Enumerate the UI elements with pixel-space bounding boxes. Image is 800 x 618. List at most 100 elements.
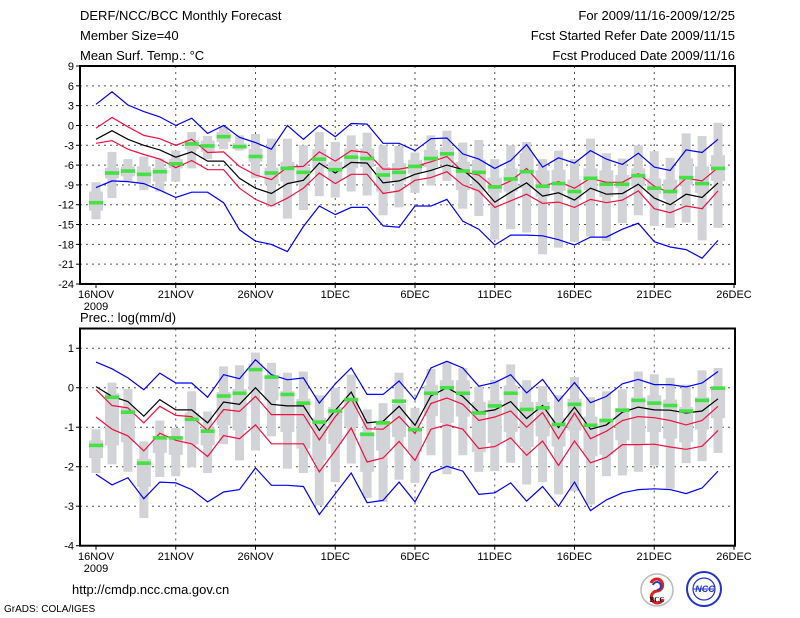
marker-bar (280, 392, 295, 397)
y-tick-label: -9 (64, 180, 74, 192)
min-envelope-line (95, 180, 719, 259)
ensemble-quartile-box (647, 395, 662, 432)
ensemble-quartile-box (663, 179, 678, 200)
marker-bar (583, 176, 598, 181)
y-tick-label: -1 (64, 422, 74, 434)
marker-bar (567, 402, 582, 407)
x-tick-label: 16DEC (557, 551, 593, 563)
bcc-logo-swirl-icon (649, 577, 665, 605)
marker-bar (296, 170, 311, 175)
marker-bar (184, 142, 199, 146)
ensemble-quartile-box (679, 158, 694, 185)
ensemble-range-bar (538, 159, 548, 255)
x-tick-label: 16DEC (557, 289, 593, 301)
marker-bar (471, 411, 486, 415)
ensemble-range-bar (378, 403, 388, 502)
figure-title: DERF/NCC/BCC Monthly Forecast (80, 8, 282, 23)
marker-bar (599, 418, 614, 423)
ensemble-quartile-box (519, 401, 534, 447)
ncc-logo-text: NCC (695, 584, 715, 594)
marker-bar (376, 421, 391, 425)
ensemble-range-bar (187, 132, 197, 169)
chart-temperature: 16NOV 21NOV 26NOV 1DEC 6DEC 11DEC 16DEC 21DEC 26… (58, 61, 752, 313)
ensemble-range-bar (235, 135, 245, 151)
marker-bar (631, 398, 646, 403)
produced-date: Fcst Produced Date 2009/11/16 (552, 48, 735, 63)
forecast-period: For 2009/11/16-2009/12/25 (578, 8, 735, 23)
ensemble-quartile-box (152, 436, 167, 453)
y-tick-label: 0 (68, 120, 74, 132)
y-tick-label: -24 (58, 279, 74, 291)
y-tick-label: -6 (64, 160, 74, 172)
marker-bar (551, 181, 566, 186)
plot-frame (79, 327, 736, 547)
marker-bar (344, 397, 359, 402)
ensemble-quartile-box (248, 363, 263, 391)
marker-bar (503, 391, 518, 396)
bcc-logo-text: BCC (650, 596, 665, 604)
marker-bar (519, 407, 534, 412)
ensemble-quartile-box (280, 391, 295, 432)
x-tick-label: 11DEC (477, 551, 512, 563)
ensemble-mean-line (95, 130, 719, 206)
marker-bar (615, 182, 630, 187)
ensemble-quartile-box (503, 385, 518, 432)
marker-bar (89, 200, 103, 205)
marker-bar (264, 375, 279, 379)
ensemble-quartile-box (120, 407, 135, 443)
y-tick-label: -4 (64, 541, 74, 553)
marker-bar (104, 395, 119, 400)
marker-bar (376, 173, 391, 177)
ensemble-quartile-box (216, 392, 231, 426)
bcc-logo-swirl-inner-icon (652, 581, 662, 591)
x-tick-label: 6DEC (400, 289, 429, 301)
x-tick-label: 26NOV (237, 289, 274, 301)
x-year-label: 2009 (84, 563, 108, 575)
marker-bar (136, 461, 151, 465)
y-tick-label: -21 (58, 259, 74, 271)
ensemble-range-bar (490, 159, 500, 240)
x-tick-label: 11DEC (477, 289, 512, 301)
lower-spread-line (95, 139, 719, 214)
ensemble-quartile-box (376, 420, 391, 451)
source-url[interactable]: http://cmdp.ncc.cma.gov.cn (72, 582, 230, 597)
member-size: Member Size=40 (80, 28, 179, 43)
ensemble-quartile-box (89, 440, 103, 459)
ensemble-quartile-box (455, 380, 470, 417)
ensemble-range-bar (570, 377, 579, 492)
marker-bar (647, 186, 662, 191)
ensemble-quartile-box (376, 167, 391, 192)
marker-bar (663, 189, 678, 194)
ensemble-quartile-box (599, 418, 614, 455)
marker-bar (296, 401, 311, 405)
ensemble-quartile-box (392, 403, 407, 438)
y-tick-label: -15 (58, 220, 74, 232)
min-envelope-line (95, 465, 719, 516)
marker-bar (152, 436, 167, 440)
marker-bar (471, 170, 486, 175)
marker-bar (599, 182, 614, 187)
marker-bar (248, 154, 263, 159)
ensemble-quartile-box (663, 399, 678, 439)
ensemble-quartile-box (551, 169, 566, 191)
y-tick-label: 6 (68, 81, 74, 93)
y-tick-label: 9 (68, 61, 74, 73)
marker-bar (439, 385, 454, 390)
marker-bar (408, 164, 422, 169)
y-tick-label: 3 (68, 101, 74, 113)
y-tick-label: 1 (68, 343, 74, 355)
marker-bar (583, 423, 598, 428)
marker-bar (360, 432, 375, 437)
y-tick-label: -2 (64, 462, 74, 474)
marker-bar (232, 391, 247, 396)
marker-bar (89, 443, 103, 448)
x-tick-label: 16NOV (78, 289, 115, 301)
marker-bar (423, 156, 438, 161)
marker-bar (679, 175, 694, 180)
bottom-chart-variable: Prec.: log(mm/d) (80, 310, 177, 325)
marker-bar (679, 409, 694, 413)
ensemble-quartile-box (567, 398, 582, 431)
marker-bar (487, 404, 502, 408)
marker-bar (248, 367, 263, 372)
marker-bar (392, 399, 407, 403)
